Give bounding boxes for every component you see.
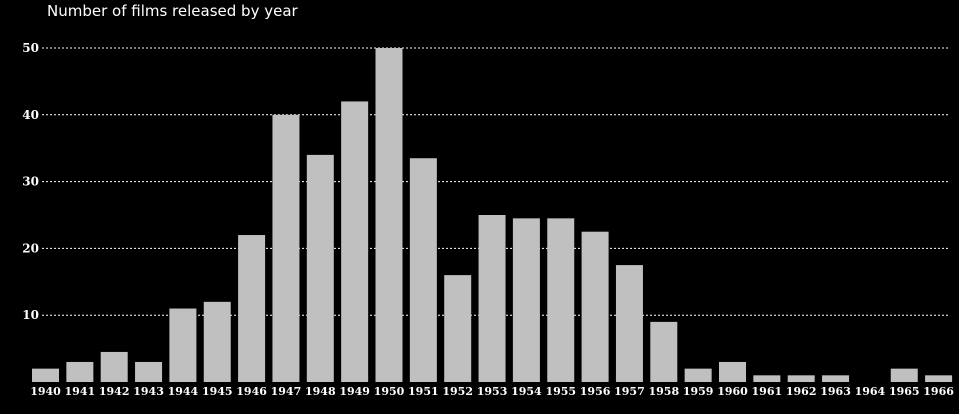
bar-1951 [409, 158, 437, 382]
x-tick-label: 1954 [511, 385, 542, 398]
bar-1940 [32, 368, 59, 382]
x-tick-label: 1952 [442, 385, 473, 398]
x-tick-label: 1943 [133, 385, 164, 398]
bar-1952 [444, 275, 472, 382]
bar-1962 [787, 375, 815, 382]
bar-1943 [135, 361, 163, 382]
x-tick-label: 1942 [99, 385, 130, 398]
x-axis-ticks: 1940 1941 1942 1943 1944 1945 1946 1947 1948 1949… [30, 385, 954, 398]
bar-1955 [547, 218, 575, 382]
x-tick-label: 1960 [717, 385, 748, 398]
bar-1946 [238, 235, 266, 382]
x-tick-label: 1949 [339, 385, 370, 398]
x-tick-label: 1957 [614, 385, 645, 398]
bar-1945 [203, 301, 231, 382]
x-tick-label: 1964 [855, 385, 886, 398]
y-tick-label: 40 [22, 108, 39, 122]
x-tick-label: 1955 [545, 385, 576, 398]
y-tick-label: 20 [22, 241, 39, 255]
x-tick-label: 1953 [477, 385, 508, 398]
y-tick-label: 50 [22, 41, 39, 55]
x-tick-label: 1947 [271, 385, 302, 398]
x-tick-label: 1941 [65, 385, 96, 398]
bar-1960 [719, 361, 746, 382]
bar-1957 [615, 265, 643, 382]
bar-1948 [306, 154, 334, 382]
bar-1966 [925, 375, 953, 382]
bar-1956 [581, 231, 609, 382]
bar-1954 [512, 218, 540, 382]
gridlines [42, 47, 950, 316]
bar-1942 [100, 351, 128, 382]
y-tick-label: 10 [22, 308, 39, 322]
bar-1949 [341, 101, 369, 382]
x-tick-label: 1950 [374, 385, 405, 398]
x-tick-label: 1963 [820, 385, 851, 398]
bar-1950 [375, 48, 403, 382]
bar-1958 [650, 321, 678, 382]
x-tick-label: 1946 [236, 385, 267, 398]
x-tick-label: 1965 [889, 385, 920, 398]
x-tick-label: 1962 [786, 385, 817, 398]
x-tick-label: 1940 [30, 385, 61, 398]
bar-1941 [66, 361, 94, 382]
bar-1947 [272, 114, 300, 383]
x-tick-label: 1958 [648, 385, 679, 398]
x-tick-label: 1961 [752, 385, 783, 398]
bar-1959 [684, 368, 712, 382]
y-tick-label: 30 [22, 175, 39, 189]
y-axis-ticks: 10 20 30 40 50 [22, 41, 39, 322]
chart-title: Number of films released by year [47, 2, 298, 20]
x-tick-label: 1948 [305, 385, 336, 398]
x-tick-label: 1951 [408, 385, 439, 398]
bars [32, 48, 953, 383]
bar-1963 [822, 375, 850, 382]
x-tick-label: 1956 [580, 385, 611, 398]
x-tick-label: 1945 [202, 385, 233, 398]
x-tick-label: 1944 [168, 385, 199, 398]
x-tick-label: 1959 [683, 385, 714, 398]
x-tick-label: 1966 [923, 385, 954, 398]
bar-1965 [890, 368, 918, 382]
bar-1953 [478, 215, 506, 382]
bar-1944 [169, 308, 197, 382]
bar-1961 [753, 375, 781, 382]
